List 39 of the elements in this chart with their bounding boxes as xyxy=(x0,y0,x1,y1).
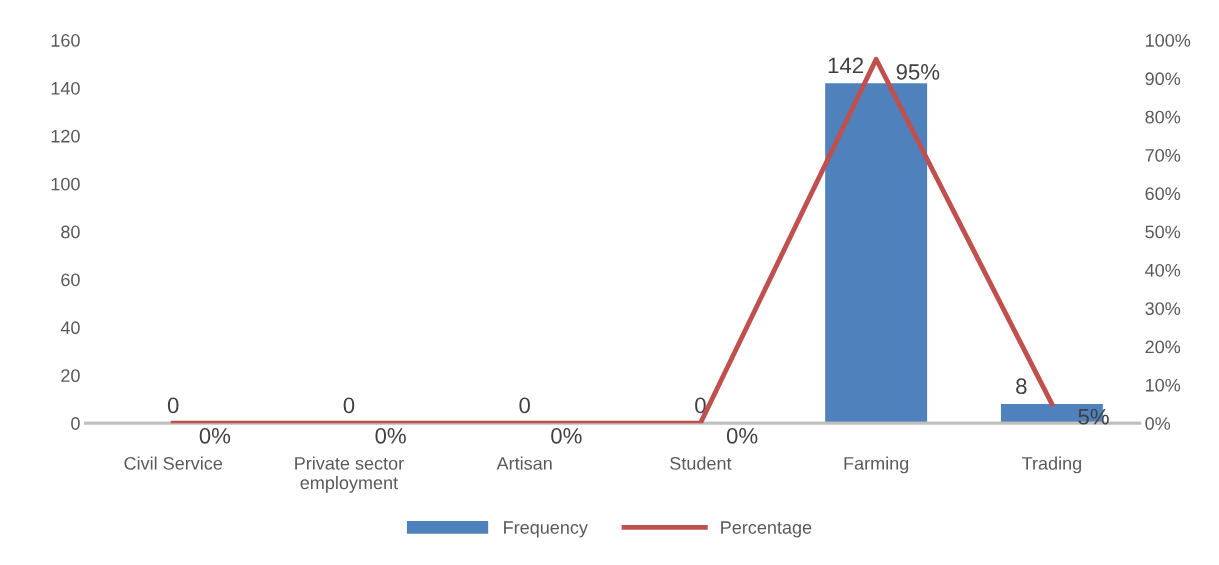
data-label: 95% xyxy=(896,64,940,80)
data-label: 0 xyxy=(519,397,530,414)
y2-tick-label: 30% xyxy=(1145,302,1181,315)
x-tick-label: Civil Service xyxy=(124,456,223,470)
y-tick-label: 60 xyxy=(61,273,80,287)
y2-tick-label: 100% xyxy=(1146,34,1191,47)
data-label: 8 xyxy=(1016,378,1027,395)
x-tick-label: Private sector employment xyxy=(295,456,404,493)
y2-tick-label: 70% xyxy=(1145,148,1181,162)
y-tick-label: 120 xyxy=(51,129,80,143)
y2-tick-label: 90% xyxy=(1145,72,1181,86)
y-tick-label: 160 xyxy=(51,34,80,47)
y2-tick-label: 0% xyxy=(1145,417,1171,430)
y2-tick-label: 10% xyxy=(1146,378,1181,392)
y-tick-label: 140 xyxy=(51,81,80,95)
y-tick-label: 0 xyxy=(71,417,80,430)
y-tick-label: 80 xyxy=(61,225,80,239)
y2-tick-label: 50% xyxy=(1145,225,1181,239)
legend-label: Percentage xyxy=(721,521,812,538)
x-tick-label: Student xyxy=(670,456,732,470)
x-tick-label: Farming xyxy=(844,456,909,474)
y-tick-label: 20 xyxy=(61,369,80,383)
data-label: 0% xyxy=(199,427,231,444)
y2-tick-label: 60% xyxy=(1145,187,1181,201)
y-tick-label: 40 xyxy=(60,321,80,335)
data-label: 0 xyxy=(167,397,179,414)
x-tick-label: Artisan xyxy=(496,456,552,470)
data-label: 0% xyxy=(726,427,758,444)
data-label: 0 xyxy=(343,397,355,414)
y2-tick-label: 80% xyxy=(1145,110,1181,124)
y2-tick-label: 20% xyxy=(1145,340,1181,354)
x-tick-label: Trading xyxy=(1022,456,1082,474)
data-label: 0% xyxy=(551,427,582,444)
data-label: 0% xyxy=(375,427,406,444)
legend-label: Frequency xyxy=(504,521,588,538)
y-tick-label: 100 xyxy=(51,177,80,191)
y2-tick-label: 40% xyxy=(1145,263,1181,277)
data-label: 0 xyxy=(695,397,706,414)
data-label: 142 xyxy=(828,57,864,74)
